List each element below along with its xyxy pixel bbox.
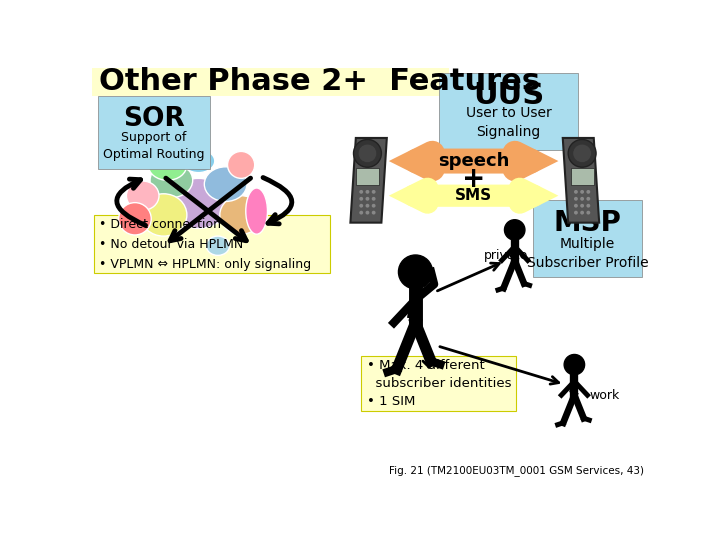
FancyBboxPatch shape [356, 168, 379, 185]
Text: private: private [484, 249, 528, 262]
Text: MSP: MSP [554, 208, 621, 237]
Ellipse shape [148, 150, 187, 180]
Circle shape [354, 139, 382, 167]
Circle shape [568, 139, 596, 167]
Circle shape [398, 255, 433, 289]
Text: • Max. 4 different
  subscriber identities
• 1 SIM: • Max. 4 different subscriber identities… [367, 359, 512, 408]
Text: Other Phase 2+  Features: Other Phase 2+ Features [99, 68, 540, 96]
Circle shape [586, 197, 590, 201]
Ellipse shape [127, 181, 159, 210]
FancyBboxPatch shape [94, 215, 330, 273]
Circle shape [574, 204, 578, 208]
FancyBboxPatch shape [98, 96, 210, 168]
Circle shape [366, 190, 369, 194]
FancyBboxPatch shape [438, 72, 578, 150]
Ellipse shape [119, 202, 151, 235]
Circle shape [366, 204, 369, 208]
Circle shape [586, 190, 590, 194]
Polygon shape [563, 138, 599, 222]
Circle shape [372, 197, 376, 201]
Ellipse shape [206, 236, 230, 255]
Circle shape [366, 211, 369, 214]
Circle shape [359, 204, 363, 208]
Ellipse shape [246, 188, 267, 234]
Circle shape [372, 204, 376, 208]
Circle shape [580, 204, 584, 208]
Circle shape [574, 190, 578, 194]
Circle shape [573, 144, 591, 163]
Circle shape [372, 190, 376, 194]
Text: • Direct connection
• No detour via HPLMN
• VPLMN ⇔ HPLMN: only signaling: • Direct connection • No detour via HPLM… [99, 218, 312, 271]
Circle shape [574, 197, 578, 201]
Circle shape [359, 197, 363, 201]
FancyArrowPatch shape [417, 153, 531, 169]
Text: Multiple
Subscriber Profile: Multiple Subscriber Profile [527, 237, 649, 270]
Circle shape [586, 211, 590, 214]
Circle shape [359, 190, 363, 194]
Text: User to User
Signaling: User to User Signaling [466, 106, 552, 139]
Text: SOR: SOR [122, 106, 184, 132]
Text: Support of
Optimal Routing: Support of Optimal Routing [103, 131, 204, 161]
Circle shape [358, 144, 377, 163]
Text: Fig. 21 (TM2100EU03TM_0001 GSM Services, 43): Fig. 21 (TM2100EU03TM_0001 GSM Services,… [389, 465, 644, 476]
Circle shape [564, 354, 585, 375]
Circle shape [574, 211, 578, 214]
Ellipse shape [228, 151, 255, 178]
Ellipse shape [220, 195, 262, 234]
Circle shape [580, 197, 584, 201]
Circle shape [586, 204, 590, 208]
FancyBboxPatch shape [570, 168, 594, 185]
Ellipse shape [168, 178, 230, 228]
Ellipse shape [150, 163, 193, 198]
FancyBboxPatch shape [361, 356, 516, 411]
Circle shape [505, 220, 525, 240]
Circle shape [372, 211, 376, 214]
Circle shape [366, 197, 369, 201]
FancyBboxPatch shape [534, 200, 642, 276]
Ellipse shape [204, 167, 247, 201]
Text: work: work [590, 389, 620, 402]
Text: SMS: SMS [455, 188, 492, 203]
Ellipse shape [182, 150, 215, 173]
Circle shape [359, 211, 363, 214]
Text: +: + [462, 165, 485, 193]
Circle shape [580, 190, 584, 194]
FancyBboxPatch shape [92, 68, 449, 96]
Text: speech: speech [438, 152, 509, 170]
Polygon shape [351, 138, 387, 222]
FancyArrowPatch shape [414, 189, 534, 202]
Text: UUS: UUS [473, 81, 544, 110]
Circle shape [580, 211, 584, 214]
Ellipse shape [140, 194, 187, 236]
